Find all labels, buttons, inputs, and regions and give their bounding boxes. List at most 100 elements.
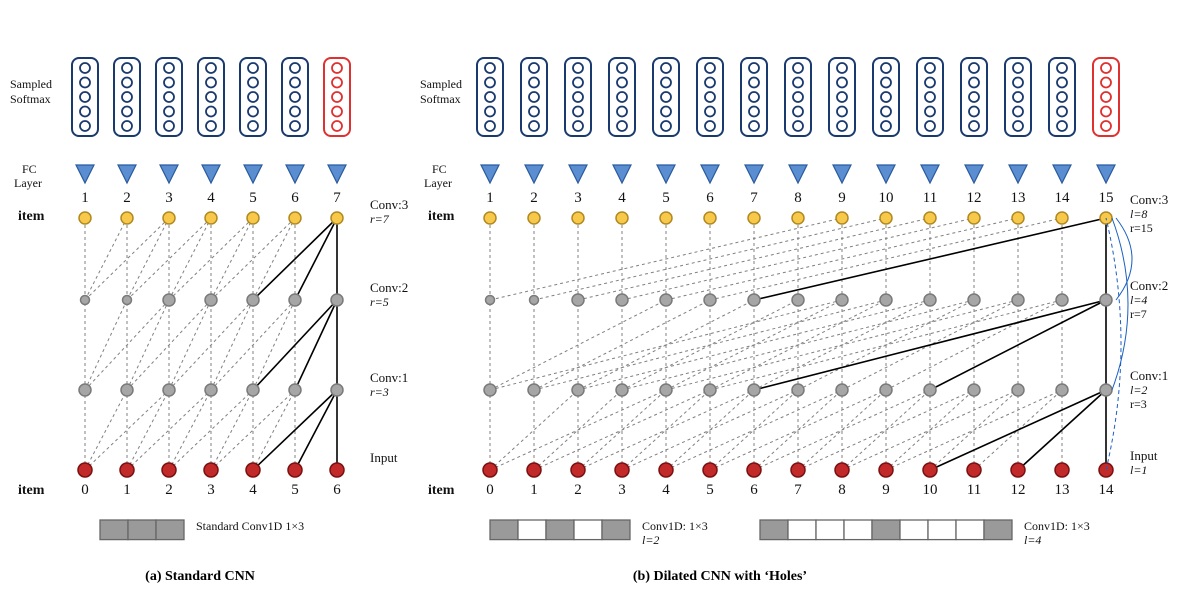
softmax-unit [485, 121, 495, 131]
kernel-cell [760, 520, 788, 540]
hidden-node [880, 294, 892, 306]
output-item-node [331, 212, 343, 224]
hidden-node [792, 294, 804, 306]
output-item-node [968, 212, 980, 224]
softmax-unit [837, 107, 847, 117]
hidden-node [205, 384, 217, 396]
softmax-unit [573, 78, 583, 88]
fc-triangle [789, 165, 807, 183]
input-node [791, 463, 805, 477]
hidden-node [528, 384, 540, 396]
softmax-unit [80, 63, 90, 73]
softmax-unit [529, 121, 539, 131]
hidden-node [123, 296, 132, 305]
item-index-top: 4 [207, 190, 215, 206]
softmax-unit [332, 107, 342, 117]
softmax-unit [1101, 63, 1111, 73]
edge [127, 390, 169, 470]
softmax-unit [529, 107, 539, 117]
item-index-top: 15 [1099, 190, 1114, 206]
softmax-unit [793, 121, 803, 131]
softmax-box [240, 58, 266, 136]
softmax-unit [164, 63, 174, 73]
softmax-unit [793, 107, 803, 117]
edge [253, 390, 295, 470]
softmax-unit [290, 92, 300, 102]
item-index-top: 10 [879, 190, 894, 206]
edge [253, 218, 295, 300]
output-item-node [289, 212, 301, 224]
hidden-node [924, 384, 936, 396]
fc-triangle [613, 165, 631, 183]
softmax-unit [1101, 121, 1111, 131]
kernel-cell [574, 520, 602, 540]
softmax-unit [485, 92, 495, 102]
softmax-box [961, 58, 987, 136]
item-index-top: 2 [530, 190, 538, 206]
item-index-bottom: 3 [618, 482, 626, 498]
edge [85, 390, 127, 470]
softmax-unit [925, 78, 935, 88]
hidden-node [836, 384, 848, 396]
input-node [330, 463, 344, 477]
item-index-bottom: 13 [1055, 482, 1070, 498]
softmax-unit [925, 92, 935, 102]
kernel-cell [156, 520, 184, 540]
input-node [967, 463, 981, 477]
softmax-box [282, 58, 308, 136]
softmax-unit [290, 107, 300, 117]
softmax-unit [661, 78, 671, 88]
kernel-cell [984, 520, 1012, 540]
item-index-top: 3 [574, 190, 582, 206]
input-node [703, 463, 717, 477]
softmax-unit [749, 92, 759, 102]
fc-triangle [481, 165, 499, 183]
hidden-node [572, 384, 584, 396]
hidden-node [121, 384, 133, 396]
hidden-node [1012, 384, 1024, 396]
output-item-node [572, 212, 584, 224]
hidden-node [968, 294, 980, 306]
kernel-label: Conv1D: 1×3 [642, 519, 708, 533]
output-item-node [205, 212, 217, 224]
softmax-box [917, 58, 943, 136]
softmax-unit [1013, 121, 1023, 131]
softmax-unit [122, 92, 132, 102]
output-item-node [704, 212, 716, 224]
fc-triangle [328, 165, 346, 183]
item-index-bottom: 8 [838, 482, 846, 498]
softmax-unit [122, 121, 132, 131]
softmax-unit [80, 92, 90, 102]
kernel-label: Conv1D: 1×3 [1024, 519, 1090, 533]
kernel-cell [900, 520, 928, 540]
hidden-node [81, 296, 90, 305]
item-index-top: 1 [81, 190, 89, 206]
output-item-node [79, 212, 91, 224]
output-item-node [836, 212, 848, 224]
item-index-top: 14 [1055, 190, 1071, 206]
fc-triangle [244, 165, 262, 183]
softmax-unit [290, 63, 300, 73]
item-index-top: 7 [750, 190, 758, 206]
item-index-bottom: 4 [249, 482, 257, 498]
fc-layer-label: Layer [14, 176, 42, 190]
softmax-unit [1013, 107, 1023, 117]
softmax-unit [837, 92, 847, 102]
softmax-unit [793, 63, 803, 73]
fc-triangle [877, 165, 895, 183]
edge [85, 218, 127, 300]
fc-triangle [965, 165, 983, 183]
softmax-unit [617, 63, 627, 73]
hidden-node [968, 384, 980, 396]
item-label: item [18, 483, 45, 498]
softmax-unit [837, 121, 847, 131]
softmax-unit [122, 63, 132, 73]
conv-layer-sublabel: r=7 [1130, 307, 1147, 321]
edge [127, 300, 169, 390]
fc-triangle [525, 165, 543, 183]
softmax-unit [837, 63, 847, 73]
hidden-node [1100, 384, 1112, 396]
edge [295, 300, 337, 390]
item-index-bottom: 9 [882, 482, 890, 498]
hidden-node [616, 384, 628, 396]
